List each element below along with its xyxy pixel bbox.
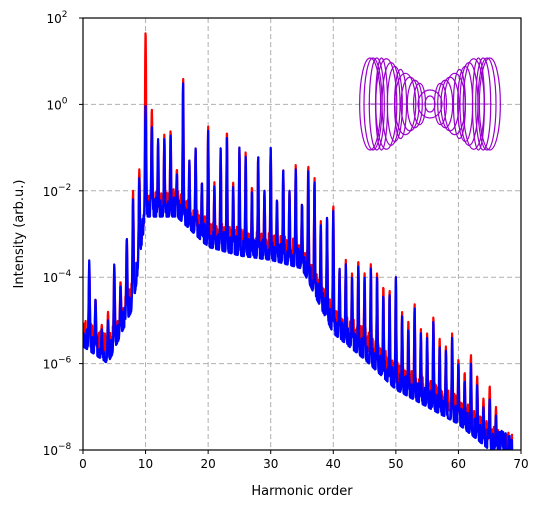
x-tick-label: 0 — [79, 457, 87, 471]
x-axis-label: Harmonic order — [251, 484, 353, 499]
series-line-blue — [83, 82, 514, 450]
y-tick-label: 10−8 — [43, 442, 72, 458]
x-tick-label: 30 — [263, 457, 278, 471]
x-tick-label: 60 — [451, 457, 466, 471]
y-axis-ticks: 10−8 10−6 10−4 10−2 100 102 — [43, 10, 83, 458]
y-tick-label: 100 — [46, 96, 67, 112]
x-tick-label: 40 — [326, 457, 341, 471]
y-tick-label: 10−2 — [43, 183, 72, 199]
inset-orbit-figure — [359, 57, 501, 151]
x-axis-ticks: 0 10 20 30 40 50 60 70 — [79, 450, 529, 471]
x-tick-label: 70 — [513, 457, 528, 471]
series-layer — [83, 32, 514, 450]
x-tick-label: 10 — [138, 457, 153, 471]
y-tick-label: 10−6 — [43, 356, 72, 372]
x-tick-label: 50 — [388, 457, 403, 471]
y-axis-label: Intensity (arb.u.) — [12, 180, 27, 289]
x-tick-label: 20 — [201, 457, 216, 471]
plot-frame — [82, 17, 522, 451]
y-tick-label: 102 — [46, 10, 67, 26]
y-tick-label: 10−4 — [43, 269, 72, 285]
